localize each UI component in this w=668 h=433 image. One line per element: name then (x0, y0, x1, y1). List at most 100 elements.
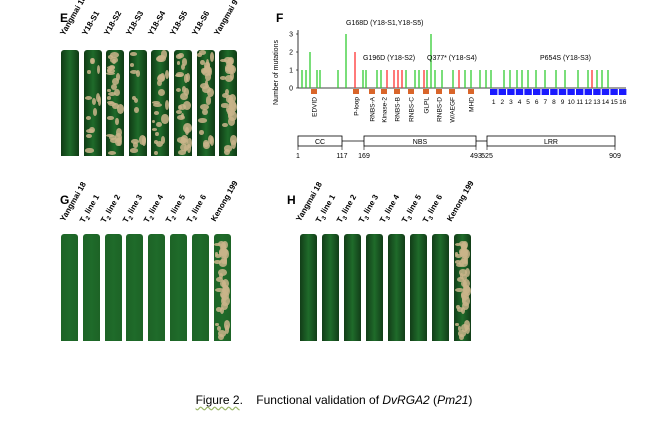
lrr-number-13: 13 (593, 99, 601, 106)
leaf-g-8 (213, 234, 231, 341)
leaf-h-2 (322, 234, 339, 341)
motif-label-5: RNBS-B (395, 97, 402, 122)
annotation-p654s: P654S (Y18-S3) (540, 55, 591, 62)
lrr-number-15: 15 (610, 99, 618, 106)
leaf-g-3 (104, 234, 122, 341)
leaf-g-7 (191, 234, 209, 341)
domain-label-cc: CC (315, 139, 325, 146)
leaf-e-1 (61, 50, 79, 156)
leaf-g-6 (170, 234, 187, 341)
lrr-number-16: 16 (619, 99, 627, 106)
lrr-block-3 (507, 89, 515, 95)
lrr-number-7: 7 (543, 99, 547, 106)
lrr-number-1: 1 (492, 99, 496, 106)
lrr-block-6 (533, 89, 541, 95)
annotation-q377: Q377* (Y18-S4) (427, 55, 477, 62)
position-label-493: 493 (470, 153, 482, 160)
domain-label-nbs: NBS (413, 139, 428, 146)
leaf-h-7 (432, 234, 449, 341)
lrr-block-12 (584, 89, 592, 95)
motif-label-7: GLPL (424, 97, 431, 114)
motif-label-3: RNBS-A (370, 96, 377, 121)
position-label-1: 1 (296, 153, 300, 160)
motif-label-10: MHD (469, 97, 476, 112)
motif-label-8: RNBS-D (437, 97, 444, 122)
lrr-block-13 (593, 89, 601, 95)
lrr-block-1 (490, 89, 498, 95)
lrr-number-6: 6 (535, 99, 539, 106)
lrr-number-3: 3 (509, 99, 513, 106)
caption-text-pre: Functional validation of (256, 393, 383, 407)
lrr-block-7 (541, 89, 549, 95)
lrr-number-5: 5 (526, 99, 530, 106)
domain-label-lrr: LRR (544, 139, 558, 146)
lrr-block-11 (576, 89, 584, 95)
motif-box-10 (468, 89, 474, 94)
leaf-label-e-2: Y18-S1 (80, 9, 102, 37)
panel-letter-e: E (60, 11, 69, 25)
caption-figure-dot: . (239, 393, 243, 407)
motif-label-6: RNBS-C (409, 97, 416, 122)
position-label-909: 909 (609, 153, 621, 160)
motif-box-9 (449, 89, 455, 94)
position-label-117: 117 (336, 153, 347, 160)
panel-letter-f: F (276, 11, 284, 25)
leaf-e-4 (128, 50, 147, 156)
leaf-label-e-5: Y18-S4 (146, 9, 168, 37)
leaf-e-6 (174, 50, 192, 156)
lrr-block-15 (610, 89, 618, 95)
annotation-g196d: G196D (Y18-S2) (363, 55, 415, 62)
y-tick-label-3: 3 (289, 32, 293, 39)
leaf-label-e-4: Y18-S3 (124, 9, 146, 37)
lrr-block-4 (515, 89, 524, 95)
motif-box-1 (311, 89, 317, 94)
leaf-label-e-7: Y18-S6 (190, 9, 212, 37)
lrr-number-14: 14 (602, 99, 610, 106)
caption-gene: DvRGA2 (382, 393, 430, 407)
leaf-label-e-8: Yangmai 9 (212, 0, 240, 37)
leaf-h-8 (454, 234, 471, 341)
y-tick-label-2: 2 (289, 50, 293, 57)
lrr-block-5 (524, 89, 532, 95)
motif-label-1: EDVID (312, 97, 319, 117)
leaf-g-5 (148, 234, 166, 341)
motif-box-7 (423, 89, 429, 94)
leaf-label-h-8: Kenong 199 (444, 179, 476, 223)
y-tick-label-0: 0 (289, 86, 293, 93)
lrr-block-9 (558, 89, 567, 95)
lrr-block-14 (601, 89, 610, 95)
lrr-block-2 (498, 89, 506, 95)
position-label-169: 169 (358, 153, 370, 160)
leaf-label-g-2: T2 line 1 (77, 193, 101, 225)
y-tick-label-1: 1 (289, 68, 293, 75)
panel-letter-h: H (287, 193, 296, 207)
motif-box-3 (369, 89, 375, 94)
leaf-e-7 (196, 50, 215, 156)
leaf-h-4 (366, 234, 383, 341)
caption-text-mid: ( (429, 393, 438, 407)
lrr-number-11: 11 (576, 99, 583, 106)
annotation-g168d: G168D (Y18-S1,Y18-S5) (346, 20, 423, 27)
lrr-number-10: 10 (567, 99, 575, 106)
lrr-number-12: 12 (585, 99, 593, 106)
leaf-label-e-6: Y18-S5 (168, 9, 190, 37)
motif-label-4: Kinase-2 (382, 97, 389, 123)
lrr-block-10 (567, 89, 575, 95)
lrr-block-16 (619, 89, 627, 95)
caption-gene-alias: Pm21 (437, 393, 469, 407)
leaf-e-2 (83, 50, 102, 156)
position-label-525: 525 (481, 153, 493, 160)
leaf-h-6 (410, 234, 427, 341)
lrr-block-8 (550, 89, 558, 95)
caption-figure-number: Figure 2 (195, 393, 240, 407)
leaf-e-3 (106, 50, 125, 156)
leaf-h-5 (388, 234, 405, 341)
motif-box-2 (353, 89, 359, 94)
leaf-g-2 (82, 234, 100, 341)
leaf-label-h-2: T3 line 1 (313, 193, 337, 225)
motif-box-8 (436, 89, 442, 94)
leaf-g-4 (126, 234, 144, 341)
lrr-number-4: 4 (518, 99, 522, 106)
leaf-h-3 (344, 234, 361, 341)
